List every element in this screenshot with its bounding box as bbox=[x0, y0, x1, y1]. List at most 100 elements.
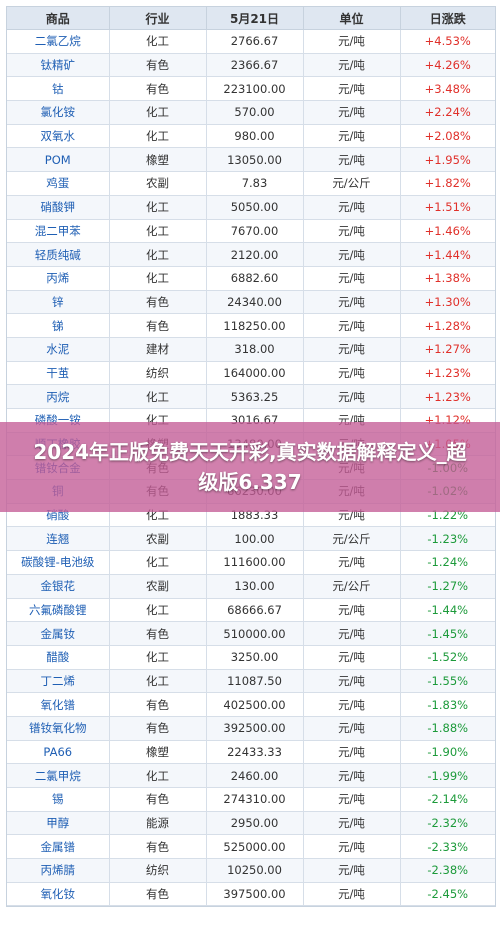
commodity-name[interactable]: 碳酸锂-电池级 bbox=[7, 550, 110, 575]
commodity-name[interactable]: 丙烯 bbox=[7, 266, 110, 291]
table-row[interactable]: 氧化镨 有色 402500.00 元/吨 -1.83% bbox=[7, 692, 495, 717]
commodity-name[interactable]: 氧化钕 bbox=[7, 882, 110, 907]
commodity-name[interactable]: 二氯乙烷 bbox=[7, 29, 110, 54]
unit-cell: 元/吨 bbox=[303, 195, 401, 220]
commodity-name[interactable]: 钛精矿 bbox=[7, 53, 110, 78]
header-unit[interactable]: 单位 bbox=[303, 7, 401, 30]
commodity-name[interactable]: 镨钕氧化物 bbox=[7, 716, 110, 741]
commodity-name[interactable]: 硝酸钾 bbox=[7, 195, 110, 220]
commodity-name[interactable]: 醋酸 bbox=[7, 645, 110, 670]
industry-cell: 化工 bbox=[109, 598, 207, 623]
table-row[interactable]: 碳酸锂-电池级 化工 111600.00 元/吨 -1.24% bbox=[7, 550, 495, 575]
price-cell: 392500.00 bbox=[206, 716, 304, 741]
unit-cell: 元/吨 bbox=[303, 598, 401, 623]
industry-cell: 纺织 bbox=[109, 361, 207, 386]
change-cell: -1.45% bbox=[400, 621, 495, 646]
industry-cell: 化工 bbox=[109, 645, 207, 670]
table-row[interactable]: 镨钕氧化物 有色 392500.00 元/吨 -1.88% bbox=[7, 716, 495, 741]
commodity-name[interactable]: 鸡蛋 bbox=[7, 171, 110, 196]
change-cell: +4.53% bbox=[400, 29, 495, 54]
table-row[interactable]: 醋酸 化工 3250.00 元/吨 -1.52% bbox=[7, 645, 495, 670]
commodity-name[interactable]: 轻质纯碱 bbox=[7, 242, 110, 267]
change-cell: +1.46% bbox=[400, 219, 495, 244]
table-row[interactable]: 干茧 纺织 164000.00 元/吨 +1.23% bbox=[7, 361, 495, 386]
price-cell: 7670.00 bbox=[206, 219, 304, 244]
commodity-name[interactable]: 金属镨 bbox=[7, 834, 110, 860]
table-row[interactable]: 丙烷 化工 5363.25 元/吨 +1.23% bbox=[7, 384, 495, 409]
unit-cell: 元/吨 bbox=[303, 29, 401, 54]
table-row[interactable]: 丙烯腈 纺织 10250.00 元/吨 -2.38% bbox=[7, 858, 495, 883]
commodity-name[interactable]: 二氯甲烷 bbox=[7, 763, 110, 788]
commodity-name[interactable]: 甲醇 bbox=[7, 811, 110, 836]
change-cell: -2.32% bbox=[400, 811, 495, 836]
table-row[interactable]: 钛精矿 有色 2366.67 元/吨 +4.26% bbox=[7, 53, 495, 78]
commodity-name[interactable]: POM bbox=[7, 147, 110, 173]
change-cell: -1.24% bbox=[400, 550, 495, 575]
table-row[interactable]: 二氯甲烷 化工 2460.00 元/吨 -1.99% bbox=[7, 763, 495, 788]
price-cell: 118250.00 bbox=[206, 313, 304, 338]
change-cell: -1.27% bbox=[400, 574, 495, 599]
table-row[interactable]: 氧化钕 有色 397500.00 元/吨 -2.45% bbox=[7, 882, 495, 907]
commodity-name[interactable]: 锌 bbox=[7, 290, 110, 315]
table-row[interactable]: 甲醇 能源 2950.00 元/吨 -2.32% bbox=[7, 811, 495, 836]
change-cell: +1.23% bbox=[400, 361, 495, 386]
table-row[interactable]: 金属镨 有色 525000.00 元/吨 -2.33% bbox=[7, 834, 495, 860]
change-cell: -1.88% bbox=[400, 716, 495, 741]
commodity-name[interactable]: 双氧水 bbox=[7, 124, 110, 149]
unit-cell: 元/吨 bbox=[303, 882, 401, 907]
table-row[interactable]: 丙烯 化工 6882.60 元/吨 +1.38% bbox=[7, 266, 495, 291]
table-row[interactable]: 二氯乙烷 化工 2766.67 元/吨 +4.53% bbox=[7, 29, 495, 54]
table-row[interactable]: 金银花 农副 130.00 元/公斤 -1.27% bbox=[7, 574, 495, 599]
industry-cell: 农副 bbox=[109, 526, 207, 552]
commodity-name[interactable]: 丙烷 bbox=[7, 384, 110, 409]
commodity-name[interactable]: 锑 bbox=[7, 313, 110, 338]
table-row[interactable]: PA66 橡塑 22433.33 元/吨 -1.90% bbox=[7, 740, 495, 765]
commodity-name[interactable]: 连翘 bbox=[7, 526, 110, 552]
table-row[interactable]: 钴有色 223100.00 元/吨 +3.48% bbox=[7, 76, 495, 102]
table-row[interactable]: 轻质纯碱 化工 2120.00 元/吨 +1.44% bbox=[7, 242, 495, 267]
commodity-name[interactable]: 干茧 bbox=[7, 361, 110, 386]
table-row[interactable]: 锌有色 24340.00 元/吨 +1.30% bbox=[7, 290, 495, 315]
table-row[interactable]: POM 橡塑 13050.00 元/吨 +1.95% bbox=[7, 147, 495, 173]
table-row[interactable]: 锑有色 118250.00 元/吨 +1.28% bbox=[7, 313, 495, 338]
unit-cell: 元/吨 bbox=[303, 692, 401, 717]
table-row[interactable]: 六氟磷酸锂 化工 68666.67 元/吨 -1.44% bbox=[7, 598, 495, 623]
change-cell: +1.82% bbox=[400, 171, 495, 196]
change-cell: -2.14% bbox=[400, 787, 495, 812]
change-cell: +2.24% bbox=[400, 100, 495, 125]
unit-cell: 元/吨 bbox=[303, 787, 401, 812]
price-cell: 318.00 bbox=[206, 337, 304, 362]
header-date-price[interactable]: 5月21日 bbox=[206, 7, 304, 30]
table-row[interactable]: 混二甲苯 化工 7670.00 元/吨 +1.46% bbox=[7, 219, 495, 244]
table-row[interactable]: 金属钕 有色 510000.00 元/吨 -1.45% bbox=[7, 621, 495, 646]
table-row[interactable]: 氯化铵 化工 570.00 元/吨 +2.24% bbox=[7, 100, 495, 125]
table-row[interactable]: 丁二烯 化工 11087.50 元/吨 -1.55% bbox=[7, 669, 495, 694]
price-cell: 2950.00 bbox=[206, 811, 304, 836]
commodity-name[interactable]: 丙烯腈 bbox=[7, 858, 110, 883]
commodity-name[interactable]: 氧化镨 bbox=[7, 692, 110, 717]
commodity-price-table: 商品 行业 5月21日 单位 日涨跌 二氯乙烷 化工 2766.67 元/吨 +4.53… bbox=[6, 6, 496, 908]
header-industry[interactable]: 行业 bbox=[109, 7, 207, 30]
table-row[interactable]: 鸡蛋 农副 7.83 元/公斤 +1.82% bbox=[7, 171, 495, 196]
table-row[interactable]: 硝酸钾 化工 5050.00 元/吨 +1.51% bbox=[7, 195, 495, 220]
table-row[interactable]: 连翘 农副 100.00 元/公斤 -1.23% bbox=[7, 526, 495, 552]
commodity-name[interactable]: 混二甲苯 bbox=[7, 219, 110, 244]
commodity-name[interactable]: PA66 bbox=[7, 740, 110, 765]
table-row[interactable]: 双氧水 化工 980.00 元/吨 +2.08% bbox=[7, 124, 495, 149]
commodity-name[interactable]: 氯化铵 bbox=[7, 100, 110, 125]
industry-cell: 橡塑 bbox=[109, 147, 207, 173]
commodity-name[interactable]: 金银花 bbox=[7, 574, 110, 599]
header-commodity[interactable]: 商品 bbox=[7, 7, 110, 30]
commodity-name[interactable]: 锡 bbox=[7, 787, 110, 812]
commodity-name[interactable]: 钴 bbox=[7, 76, 110, 102]
price-cell: 7.83 bbox=[206, 171, 304, 196]
commodity-name[interactable]: 金属钕 bbox=[7, 621, 110, 646]
price-table: 商品 行业 5月21日 单位 日涨跌 二氯乙烷 化工 2766.67 元/吨 +4.53… bbox=[7, 7, 495, 907]
commodity-name[interactable]: 水泥 bbox=[7, 337, 110, 362]
commodity-name[interactable]: 丁二烯 bbox=[7, 669, 110, 694]
table-row[interactable]: 锡有色 274310.00 元/吨 -2.14% bbox=[7, 787, 495, 812]
header-daily-change[interactable]: 日涨跌 bbox=[400, 7, 495, 30]
table-row[interactable]: 水泥 建材 318.00 元/吨 +1.27% bbox=[7, 337, 495, 362]
unit-cell: 元/公斤 bbox=[303, 171, 401, 196]
commodity-name[interactable]: 六氟磷酸锂 bbox=[7, 598, 110, 623]
